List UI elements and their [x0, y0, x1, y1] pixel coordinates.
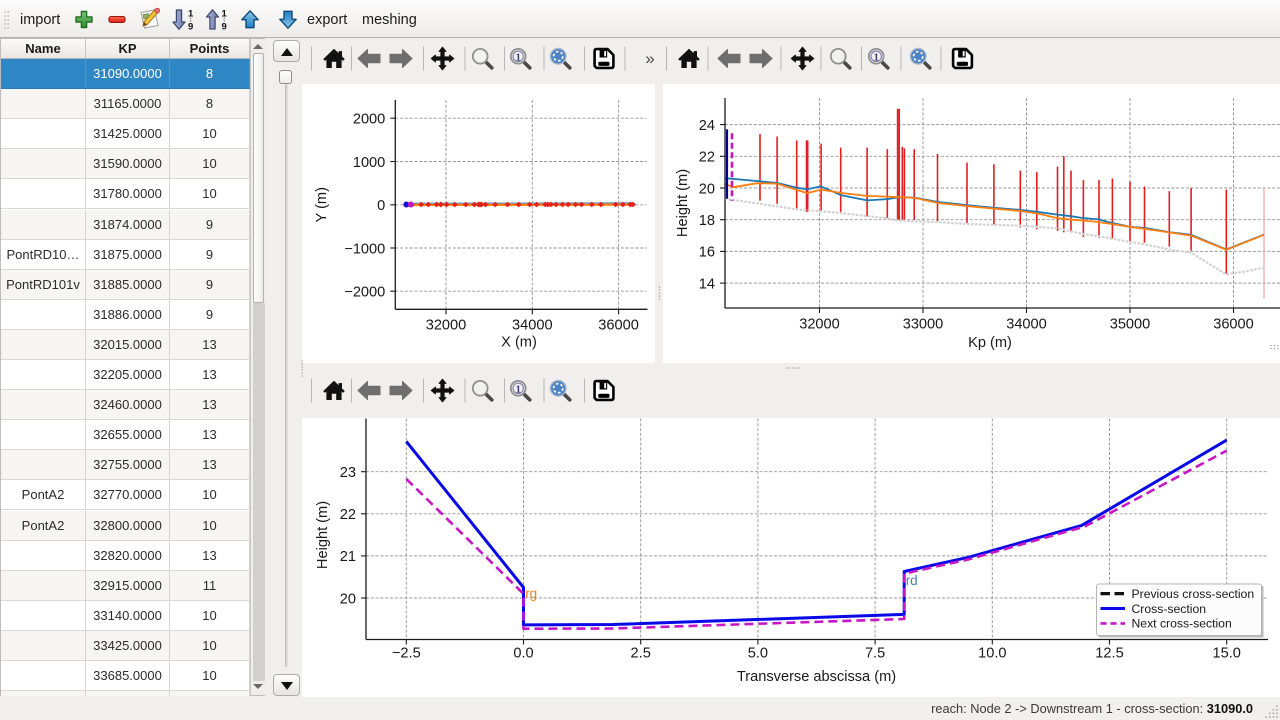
svg-text:−2000: −2000 [344, 285, 385, 301]
svg-text:−2.5: −2.5 [392, 646, 421, 662]
svg-text:1: 1 [874, 52, 879, 63]
svg-text:rg: rg [525, 586, 537, 601]
svg-text:Transverse abscissa (m): Transverse abscissa (m) [737, 669, 896, 685]
svg-text:22: 22 [340, 507, 356, 523]
svg-text:32000: 32000 [799, 316, 840, 332]
svg-text:9: 9 [188, 22, 193, 33]
svg-text:Y (m): Y (m) [314, 187, 330, 222]
svg-text:1: 1 [516, 52, 521, 63]
svg-text:0.0: 0.0 [513, 646, 533, 662]
svg-text:7.5: 7.5 [865, 646, 885, 662]
svg-text:Next cross-section: Next cross-section [1132, 617, 1232, 631]
svg-text:20: 20 [699, 181, 715, 197]
svg-text:9: 9 [222, 22, 227, 33]
svg-text:Previous cross-section: Previous cross-section [1132, 587, 1255, 601]
svg-text:1: 1 [516, 384, 521, 395]
svg-text:2000: 2000 [353, 112, 385, 128]
svg-text:Kp (m): Kp (m) [968, 335, 1012, 351]
svg-text:21: 21 [340, 549, 356, 565]
svg-text:32000: 32000 [426, 317, 467, 333]
svg-text:35000: 35000 [1110, 316, 1151, 332]
svg-text:33000: 33000 [903, 316, 944, 332]
svg-text:5.0: 5.0 [748, 646, 768, 662]
svg-text:36000: 36000 [598, 317, 639, 333]
svg-text:10.0: 10.0 [978, 646, 1006, 662]
svg-text:14: 14 [699, 276, 715, 292]
svg-text:1000: 1000 [353, 155, 385, 171]
svg-text:20: 20 [340, 591, 356, 607]
svg-text:16: 16 [699, 245, 715, 261]
svg-text:15.0: 15.0 [1212, 646, 1240, 662]
svg-text:12.5: 12.5 [1095, 646, 1123, 662]
svg-text:23: 23 [340, 465, 356, 481]
svg-text:2.5: 2.5 [631, 646, 651, 662]
svg-text:»: » [645, 49, 654, 68]
svg-text:1: 1 [222, 8, 228, 19]
svg-text:Height (m): Height (m) [315, 501, 331, 569]
svg-text:22: 22 [699, 150, 715, 166]
svg-text:rd: rd [906, 573, 918, 588]
svg-text:Cross-section: Cross-section [1132, 602, 1207, 616]
svg-text:X (m): X (m) [501, 335, 537, 351]
svg-text:34000: 34000 [1006, 316, 1047, 332]
svg-text:−1000: −1000 [344, 241, 385, 257]
svg-text:0: 0 [377, 198, 385, 214]
svg-text:1: 1 [188, 8, 194, 19]
svg-text:Height (m): Height (m) [675, 169, 691, 237]
svg-text:34000: 34000 [512, 317, 553, 333]
svg-text:36000: 36000 [1213, 316, 1254, 332]
svg-text:18: 18 [699, 213, 715, 229]
svg-text:24: 24 [699, 118, 715, 134]
